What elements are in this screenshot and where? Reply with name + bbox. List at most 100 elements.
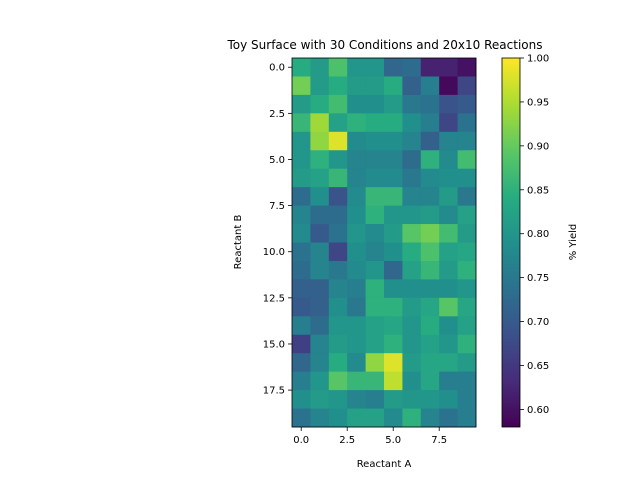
heatmap-cell <box>365 316 385 336</box>
heatmap-cell <box>439 113 458 133</box>
colorbar-tick-label: 0.65 <box>527 361 549 372</box>
heatmap-cell <box>420 58 440 77</box>
heatmap-cell <box>384 260 403 280</box>
heatmap-cell <box>384 131 403 151</box>
heatmap-cell <box>384 371 403 391</box>
heatmap-cell <box>310 58 330 77</box>
y-tick-label: 0.0 <box>269 63 285 74</box>
heatmap-cell <box>420 316 440 336</box>
heatmap-cell <box>347 242 366 262</box>
heatmap-cell <box>402 187 422 206</box>
heatmap-cell <box>457 168 477 188</box>
heatmap-cell <box>439 131 458 151</box>
heatmap-cell <box>439 316 458 336</box>
heatmap-cell <box>328 168 348 188</box>
heatmap-cell <box>347 408 366 428</box>
heatmap-cell <box>402 334 422 354</box>
heatmap-cell <box>365 94 385 114</box>
y-tick-label: 15.0 <box>263 339 285 350</box>
heatmap-cell <box>328 242 348 262</box>
y-tick-label: 2.5 <box>269 109 285 120</box>
heatmap-cell <box>328 371 348 391</box>
heatmap-cell <box>347 58 366 77</box>
heatmap-cell <box>347 390 366 409</box>
heatmap-cell <box>292 224 311 243</box>
heatmap-cell <box>292 297 311 317</box>
heatmap-cell <box>420 150 440 170</box>
heatmap-cell <box>365 131 385 151</box>
heatmap-cell <box>328 131 348 151</box>
heatmap-cell <box>384 224 403 243</box>
heatmap-cell <box>328 150 348 170</box>
heatmap-cell <box>292 279 311 299</box>
heatmap-cell <box>292 113 311 133</box>
heatmap-cell <box>347 187 366 206</box>
y-axis-label: Reactant B <box>233 215 244 270</box>
heatmap-cell <box>384 168 403 188</box>
heatmap-cell <box>457 113 477 133</box>
heatmap-cell <box>292 408 311 428</box>
heatmap-cell <box>457 242 477 262</box>
heatmap-cell <box>310 371 330 391</box>
heatmap-cell <box>384 58 403 77</box>
heatmap-cell <box>328 408 348 428</box>
heatmap-cell <box>310 334 330 354</box>
heatmap-cell <box>457 58 477 77</box>
heatmap-cell <box>347 316 366 336</box>
heatmap-cell <box>292 131 311 151</box>
heatmap-cell <box>384 76 403 96</box>
heatmap-cell <box>402 58 422 77</box>
heatmap-cell <box>328 113 348 133</box>
heatmap-cell <box>457 316 477 336</box>
x-tick-label: 7.5 <box>431 435 447 446</box>
heatmap-cell <box>310 168 330 188</box>
heatmap-frame <box>291 57 477 428</box>
heatmap-cell <box>347 131 366 151</box>
heatmap-cell <box>347 279 366 299</box>
heatmap-cell <box>457 334 477 354</box>
heatmap-cell <box>347 205 366 225</box>
heatmap-cell <box>402 390 422 409</box>
heatmap-cell <box>420 260 440 280</box>
heatmap-cell <box>328 224 348 243</box>
heatmap-cell <box>439 224 458 243</box>
heatmap-cell <box>402 242 422 262</box>
heatmap-cell <box>365 390 385 409</box>
heatmap-cell <box>328 334 348 354</box>
heatmap-cell <box>457 150 477 170</box>
heatmap-cell <box>402 205 422 225</box>
colorbar-tick-label: 0.80 <box>527 229 549 240</box>
heatmap-cell <box>328 316 348 336</box>
y-tick-label: 17.5 <box>263 386 285 397</box>
heatmap-cell <box>292 168 311 188</box>
chart-title: Toy Surface with 30 Conditions and 20x10… <box>227 38 543 52</box>
y-tick-label: 7.5 <box>269 201 285 212</box>
heatmap-cell <box>457 260 477 280</box>
heatmap-cell <box>402 279 422 299</box>
heatmap-cell <box>328 76 348 96</box>
heatmap-cell <box>310 353 330 373</box>
heatmap-cell <box>420 297 440 317</box>
heatmap-cell <box>310 113 330 133</box>
heatmap-cell <box>347 94 366 114</box>
heatmap-cell <box>439 187 458 206</box>
heatmap-cell <box>347 297 366 317</box>
heatmap-cell <box>402 76 422 96</box>
heatmap-cell <box>347 353 366 373</box>
heatmap-cell <box>384 316 403 336</box>
heatmap-cell <box>365 150 385 170</box>
heatmap-cell <box>347 168 366 188</box>
heatmap-cell <box>402 94 422 114</box>
heatmap-cell <box>420 334 440 354</box>
heatmap-cell <box>420 390 440 409</box>
heatmap-cell <box>457 279 477 299</box>
heatmap-cell <box>402 353 422 373</box>
heatmap-cell <box>292 242 311 262</box>
heatmap-cell <box>439 390 458 409</box>
heatmap-cell <box>457 408 477 428</box>
heatmap-cell <box>365 334 385 354</box>
heatmap-cell <box>384 242 403 262</box>
heatmap-cell <box>365 76 385 96</box>
heatmap-cell <box>457 371 477 391</box>
heatmap-cell <box>457 76 477 96</box>
